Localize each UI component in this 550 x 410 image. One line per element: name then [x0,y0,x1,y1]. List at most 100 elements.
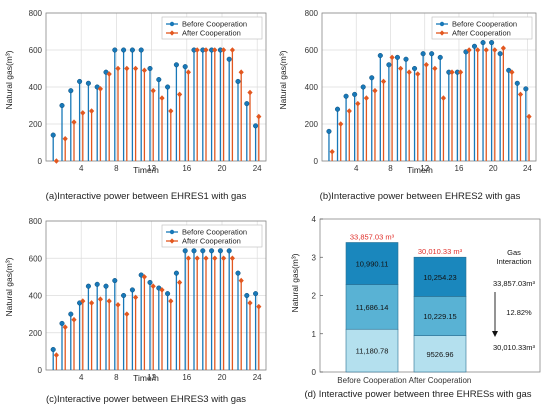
panel-a-xtick-label: 24 [253,164,262,173]
panel-b-before-marker [412,65,418,72]
panel-b-before-marker [437,54,443,60]
panel-a-after-marker [203,47,209,53]
panel-b-xlabel: Time/h [407,165,433,175]
panel-a-after-marker [53,158,59,164]
panel-d-ytick-label: 4 [312,215,317,224]
panel-b-legend-after-marker [439,30,445,36]
panel-d-segment-label: 10,254.23 [423,273,456,282]
panel-b-before-marker [352,91,358,97]
panel-a-legend-before-label: Before Cooperation [182,20,247,29]
panel-c-before-marker [244,292,250,299]
panel-a-before-marker [147,65,153,72]
panel-b-legend-after-label: After Cooperation [452,29,511,38]
panel-b-before-marker [326,128,332,134]
panel-a-xtick-label: 8 [114,164,119,173]
panel-c-before-marker [200,248,206,254]
panel-d-bar-segment [413,335,467,373]
panel-c-before-marker [77,300,83,306]
panel-d-ytick-label: 0 [312,368,317,377]
panel-b-after-marker [380,78,387,85]
panel-c-legend-before-marker [169,229,175,235]
panel-a-before-marker [138,47,144,53]
panel-c-after-marker [203,255,209,262]
panel-b-after-marker [355,100,361,107]
panel-b-after-marker [466,47,472,53]
panel-a-after-marker [133,65,139,72]
panel-b-legend-before-marker [439,21,445,27]
panel-d-category-label: Before Cooperation [337,376,406,385]
panel-d-bar-segment [345,242,399,285]
panel-d-annotation-percent: 12.82% [506,308,532,317]
panel-b-caption: (b)Interactive power between EHRES2 with… [320,191,521,202]
panel-a-xtick-label: 16 [182,164,191,173]
panel-d-annotation-title: Interaction [496,257,531,266]
panel-c-before-marker [217,248,223,254]
panel-a-after-marker [194,47,200,53]
panel-c-before-marker [59,320,65,326]
panel-d-ylabel: Natural gas(m³) [290,253,300,312]
panel-c-before-marker [129,287,135,293]
panel-c-axes-frame [45,220,267,371]
panel-c-legend-before-label: Before Cooperation [182,228,247,237]
panel-a-ytick-label: 200 [29,120,43,129]
panel-a-legend-before-marker [169,21,175,27]
panel-d-caption: (d) Interactive power between three EHRE… [304,389,531,400]
panel-b-after-marker [483,47,489,53]
panel-c-after-marker [247,300,253,306]
panel-b-after-marker [500,45,506,51]
panel-b-ytick-label: 400 [305,83,319,92]
panel-a-after-marker [80,110,86,116]
panel-b-after-marker [338,121,344,127]
panel-a-after-marker [238,69,244,75]
panel-b-before-marker [377,53,383,59]
panel-c-xtick-label: 20 [218,373,227,382]
panel-b-after-marker [526,113,532,120]
panel-c-legend-after-label: After Cooperation [182,237,241,246]
panel-b-after-marker [389,54,395,61]
panel-b-ytick-label: 200 [305,120,319,129]
panel-a-after-marker [150,87,156,94]
panel-b-stem-chart: Natural gas(m³) Time/h (b)Interactive po… [278,9,537,202]
panel-c-after-marker [168,298,174,304]
panel-c-after-marker [150,283,156,289]
panel-a-before-marker [182,64,188,70]
panel-c-after-marker [53,352,59,358]
panel-c-ytick-label: 200 [29,329,43,338]
panel-a-after-marker [185,69,191,75]
panel-c-after-marker [71,316,77,323]
panel-a-after-marker [124,65,130,72]
panel-c-before-marker [209,248,215,254]
panel-b-after-marker [432,65,438,72]
panel-a-before-marker [244,101,250,107]
panel-a-after-marker [168,108,174,114]
panel-b-before-marker [429,51,435,57]
panel-b-before-marker [489,40,495,46]
panel-a-before-marker [226,56,232,62]
panel-c-before-marker [226,248,232,254]
panel-b-after-marker [449,69,455,75]
panel-c-xlabel: Time/h [133,373,159,383]
panel-c-xtick-label: 12 [147,373,156,382]
panel-b-after-marker [363,95,369,101]
panel-d-ytick-label: 3 [312,253,317,262]
panel-c-before-marker [156,285,162,291]
panel-c-before-marker [235,270,241,276]
panel-b-before-marker [523,86,529,92]
panel-b-after-marker [440,95,447,101]
panel-a-before-marker [103,69,109,75]
panel-b-legend-before-label: Before Cooperation [452,20,517,29]
panel-b-before-marker [471,43,478,49]
panel-b-before-marker [497,51,503,57]
panel-c-before-marker [94,281,100,287]
panel-b-after-marker [517,91,524,98]
panel-a-stem-chart: Natural gas(m³) Time/h (a)Interactive po… [4,9,267,202]
panel-b-before-marker [480,40,486,46]
panel-a-before-marker [165,84,171,90]
panel-c-legend-after-marker [169,238,175,244]
panel-a-after-marker [247,89,253,96]
panel-c-before-marker [121,292,127,299]
panel-b-after-marker [329,148,335,155]
panel-b-xtick-label: 4 [354,164,359,173]
panel-a-before-marker [173,62,179,68]
panel-a-before-marker [85,80,91,86]
